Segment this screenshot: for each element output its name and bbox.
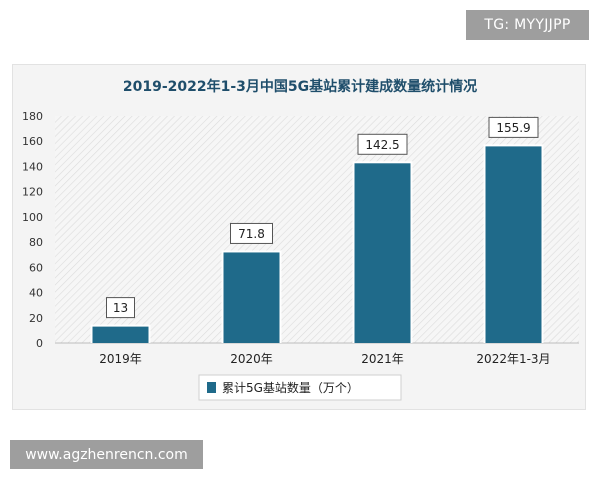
legend-box <box>198 374 402 401</box>
bar <box>223 252 280 343</box>
legend-label: 累计5G基站数量（万个） <box>222 380 359 395</box>
data-label-box <box>488 116 539 138</box>
y-tick-label: 60 <box>29 261 43 274</box>
data-label-box <box>230 222 273 244</box>
y-tick-label: 180 <box>22 110 43 123</box>
x-tick-label: 2021年 <box>361 352 404 366</box>
data-label-box <box>357 133 408 155</box>
y-tick-label: 0 <box>36 337 43 350</box>
watermark-top: TG: MYYJJPP <box>466 10 589 40</box>
data-label: 155.9 <box>496 121 530 135</box>
y-tick-label: 140 <box>22 160 43 173</box>
x-tick-label: 2019年 <box>99 352 142 366</box>
chart-title: 2019-2022年1-3月中国5G基站累计建成数量统计情况 <box>123 78 477 95</box>
data-label: 71.8 <box>238 227 265 241</box>
bar <box>485 146 542 343</box>
y-tick-label: 20 <box>29 312 43 325</box>
bar-chart: 2019-2022年1-3月中国5G基站累计建成数量统计情况 0 20 40 60 80… <box>22 78 579 401</box>
y-tick-label: 160 <box>22 135 43 148</box>
legend: 累计5G基站数量（万个） <box>198 374 402 401</box>
data-label: 13 <box>113 301 128 315</box>
y-tick-label: 100 <box>22 211 43 224</box>
x-tick-label: 2020年 <box>230 352 273 366</box>
bar <box>92 326 149 343</box>
y-tick-label: 120 <box>22 186 43 199</box>
y-tick-label: 40 <box>29 287 43 300</box>
data-label: 142.5 <box>365 138 399 152</box>
watermark-bottom: www.agzhenrencn.com <box>10 440 203 469</box>
y-tick-label: 80 <box>29 236 43 249</box>
x-tick-label: 2022年1-3月 <box>476 352 550 366</box>
legend-swatch <box>207 382 216 393</box>
chart-card: 2019-2022年1-3月中国5G基站累计建成数量统计情况 0 20 40 60 80… <box>12 64 586 410</box>
bar <box>354 163 411 343</box>
data-label-box <box>106 297 135 319</box>
